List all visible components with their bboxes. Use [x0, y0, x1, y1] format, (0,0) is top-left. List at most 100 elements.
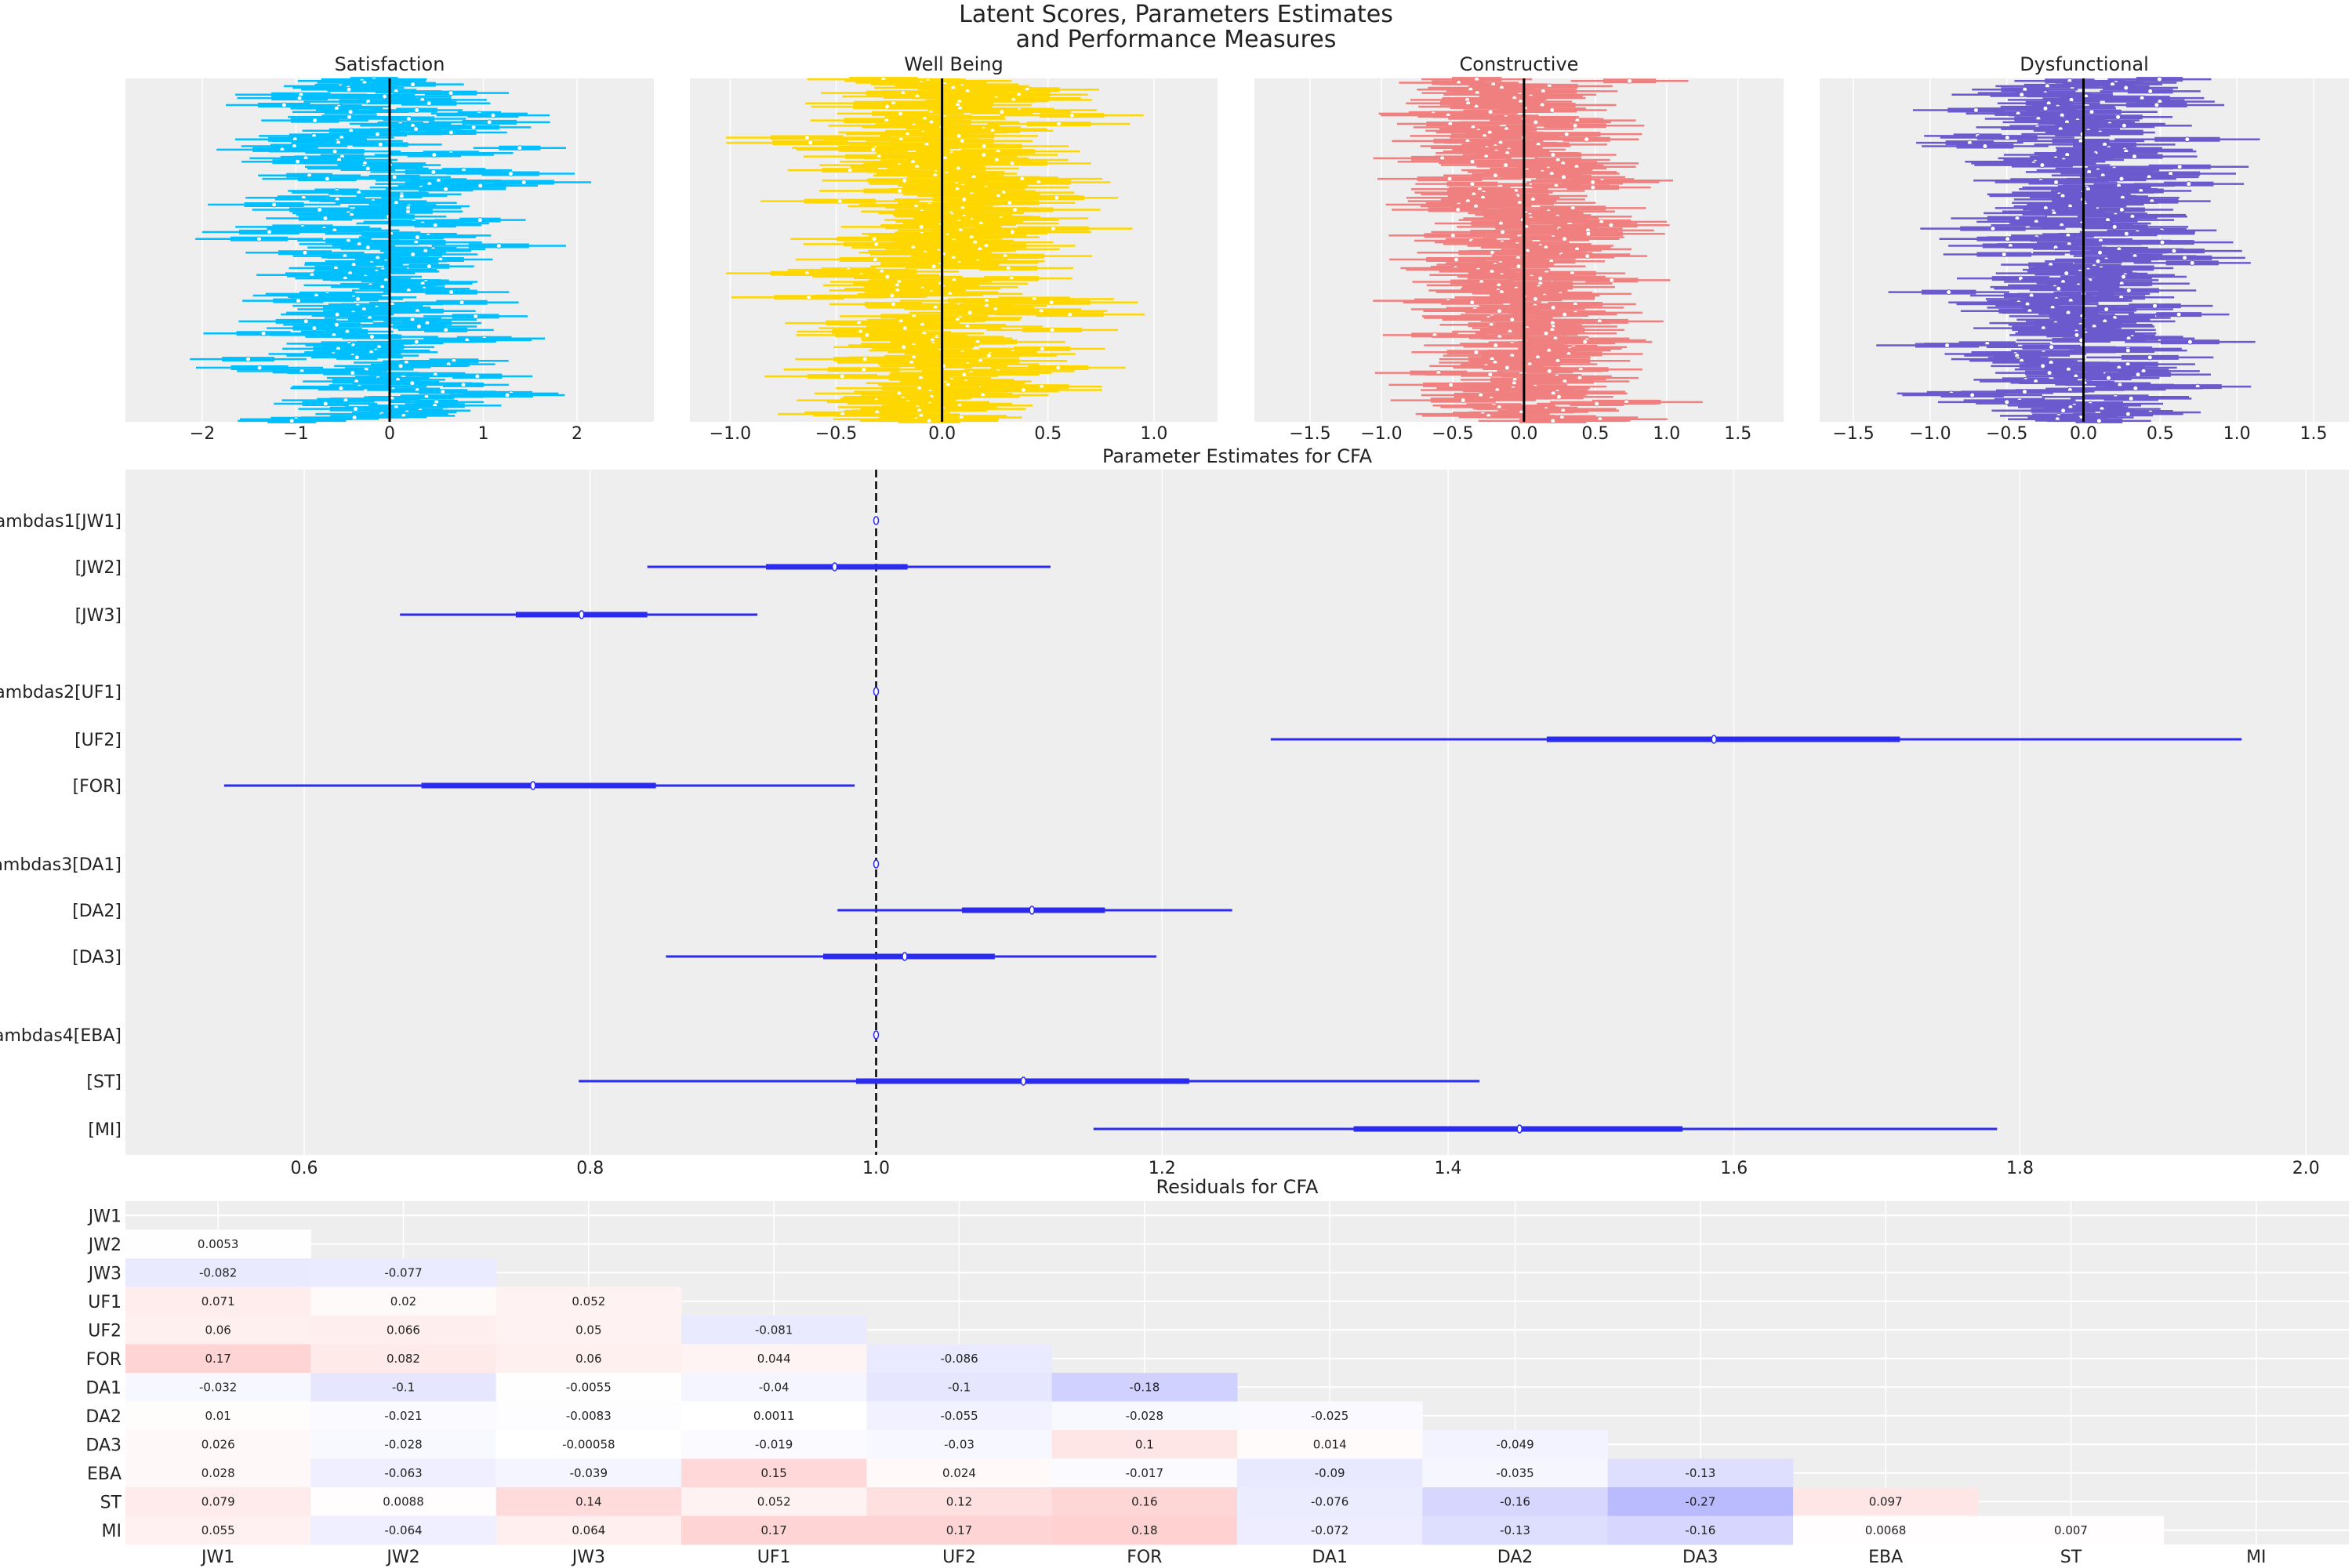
mean-point — [1039, 346, 1045, 352]
mean-point — [2125, 347, 2131, 354]
mean-point — [2176, 311, 2182, 318]
cell-value: -0.049 — [1496, 1437, 1534, 1451]
mean-point — [448, 90, 454, 96]
mean-point — [355, 296, 361, 302]
cell-value: -0.072 — [1311, 1523, 1348, 1537]
cell-value: -0.03 — [944, 1437, 975, 1451]
mean-point — [2121, 274, 2127, 280]
mean-point — [2118, 176, 2125, 182]
cell-value: 0.014 — [1313, 1437, 1347, 1451]
panel-title: Parameter Estimates for CFA — [1102, 445, 1373, 467]
mean-point — [2046, 370, 2053, 376]
parameter-estimates-panel: 0.6 0.8 1.0 1.2 1.4 1.6 1.8 2.0 Parameter Estima… — [0, 445, 2349, 1178]
mean-point — [890, 301, 896, 307]
cell-value: -0.028 — [1126, 1409, 1163, 1423]
mean-point — [410, 82, 416, 88]
cell-value: -0.055 — [940, 1409, 978, 1423]
heatmap-cell — [1051, 1401, 1238, 1431]
mean-point — [365, 165, 371, 172]
mean-point — [839, 373, 845, 379]
x-tick-label: 1.5 — [1724, 424, 1751, 444]
mean-point — [2095, 258, 2101, 264]
cell-value: 0.12 — [946, 1494, 972, 1508]
heatmap-cell — [125, 1430, 311, 1459]
x-tick-label: 1 — [478, 424, 489, 444]
parameter-label: [DA3] — [72, 948, 122, 967]
mean-point — [1460, 397, 1466, 404]
y-tick-label: EBA — [87, 1465, 122, 1484]
mean-point — [961, 372, 967, 378]
cell-value: 0.17 — [946, 1523, 972, 1537]
mean-point — [847, 167, 853, 173]
x-tick-label: UF2 — [942, 1548, 976, 1567]
mean-point — [416, 323, 422, 329]
mean-point — [490, 112, 496, 118]
mean-point — [2125, 287, 2132, 293]
mean-point — [1533, 119, 1539, 125]
mean-point — [414, 107, 420, 114]
heatmap-cell — [681, 1458, 867, 1488]
panel-title: Well Being — [904, 53, 1003, 75]
x-tick-label: ST — [2060, 1548, 2082, 1567]
mean-point — [405, 115, 412, 122]
heatmap-cell — [495, 1458, 682, 1488]
latent-panel-satisfaction: −2 −1 0 1 2 Satisfaction — [125, 53, 654, 444]
mean-point — [430, 169, 437, 175]
y-tick-label: DA3 — [85, 1436, 122, 1455]
mean-point — [1584, 136, 1590, 143]
mean-point — [862, 356, 868, 362]
mean-point — [1067, 311, 1073, 318]
latent-panel-constructive: −1.5 −1.0 −0.5 0.0 0.5 1.0 1.5 Constructive — [1254, 53, 1784, 444]
parameter-label: [FOR] — [73, 777, 122, 797]
mean-point — [1969, 392, 1976, 398]
mean-point — [351, 415, 358, 421]
cell-value: -0.017 — [1126, 1466, 1163, 1480]
mean-point — [1007, 200, 1013, 206]
mean-point — [2123, 85, 2129, 91]
mean-point — [1537, 275, 1544, 281]
x-tick-label: −1.0 — [1909, 424, 1951, 444]
heatmap-cell — [681, 1401, 867, 1431]
mean-point — [521, 179, 527, 185]
cell-value: 0.17 — [760, 1523, 786, 1537]
panel-title: Dysfunctional — [2020, 53, 2149, 75]
mean-point — [332, 148, 338, 154]
x-tick-label: 0.0 — [2070, 424, 2097, 444]
mean-point — [2118, 207, 2125, 213]
cell-value: -0.081 — [755, 1323, 793, 1337]
x-tick-label: FOR — [1127, 1548, 1162, 1567]
x-tick-label: JW1 — [200, 1548, 234, 1567]
mean-point — [260, 330, 267, 336]
mean-point — [884, 274, 891, 280]
cell-value: 0.06 — [575, 1352, 601, 1366]
mean-point — [1051, 226, 1057, 232]
figure-title-line1: Latent Scores, Parameters Estimates — [959, 1, 1393, 28]
x-tick-label: 2 — [572, 424, 583, 444]
y-tick-label: ST — [100, 1493, 122, 1512]
cell-value: -0.076 — [1311, 1494, 1348, 1508]
parameter-label: lambdas2[UF1] — [0, 683, 122, 702]
mean-point — [474, 373, 481, 379]
mean-point — [985, 353, 992, 359]
heatmap-cell — [495, 1287, 682, 1316]
mean-point — [1711, 735, 1717, 744]
heatmap-cell — [310, 1258, 497, 1287]
x-tick-label: 1.4 — [1435, 1159, 1462, 1178]
x-tick-label: 1.8 — [2006, 1159, 2034, 1178]
heatmap-cell — [125, 1401, 311, 1431]
heatmap-cell — [681, 1373, 867, 1402]
cell-value: -0.0083 — [566, 1409, 612, 1423]
mean-point — [1487, 109, 1494, 115]
mean-point — [2171, 248, 2177, 254]
mean-point — [405, 209, 411, 215]
mean-point — [1455, 207, 1461, 213]
mean-point — [413, 126, 419, 132]
cell-value: 0.071 — [201, 1294, 235, 1308]
mean-point — [918, 223, 924, 230]
mean-point — [2156, 76, 2162, 82]
x-tick-label: −1.0 — [1360, 424, 1402, 444]
mean-point — [322, 401, 328, 407]
mean-point — [2040, 363, 2046, 369]
x-tick-label: 1.5 — [2300, 424, 2328, 444]
mean-point — [1572, 122, 1578, 129]
